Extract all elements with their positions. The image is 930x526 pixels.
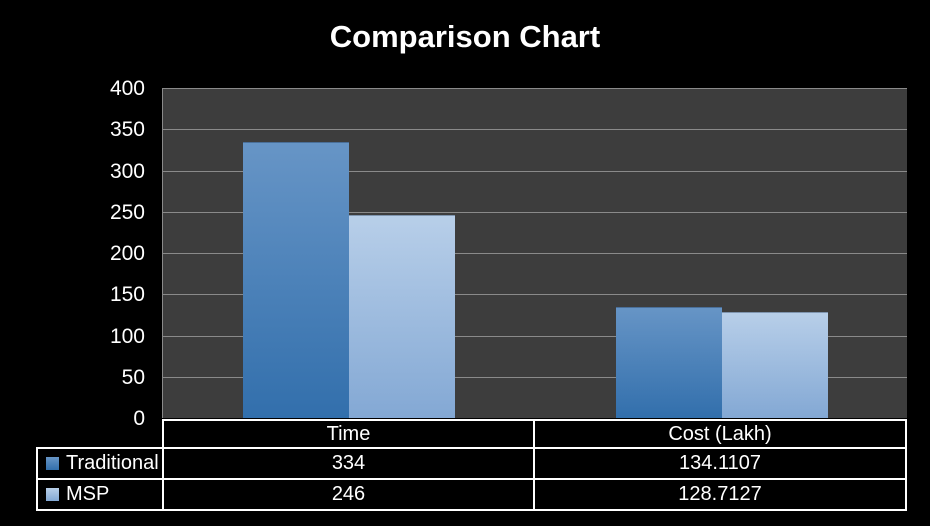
table-row-traditional: Traditional 334 134.1107 — [36, 447, 907, 480]
data-table: Time Cost (Lakh) Traditional 334 134.110… — [36, 419, 907, 511]
table-corner-cell — [37, 420, 163, 448]
gridline-350 — [163, 129, 907, 130]
y-tick-label-300: 300 — [109, 160, 145, 183]
y-tick-label-0: 0 — [133, 407, 145, 430]
bar-msp-time — [349, 215, 455, 418]
gridline-150 — [163, 294, 907, 295]
legend-label-msp: MSP — [66, 483, 110, 505]
table-header-cost: Cost (Lakh) — [533, 419, 907, 449]
y-tick-label-350: 350 — [109, 118, 145, 141]
legend-cell-traditional: Traditional — [36, 447, 164, 480]
chart-title: Comparison Chart — [329, 19, 601, 54]
bar-traditional-time — [243, 142, 349, 418]
plot-area — [162, 88, 907, 418]
table-row-msp: MSP 246 128.7127 — [36, 478, 907, 511]
gridline-50 — [163, 377, 907, 378]
y-tick-label-400: 400 — [109, 77, 145, 100]
gridline-300 — [163, 171, 907, 172]
y-tick-label-100: 100 — [109, 325, 145, 348]
bar-msp-cost-lakh — [722, 312, 828, 418]
gridline-100 — [163, 336, 907, 337]
y-tick-label-200: 200 — [109, 242, 145, 265]
bar-traditional-cost-lakh — [616, 307, 722, 418]
cell-msp-time: 246 — [162, 478, 535, 511]
cell-traditional-time: 334 — [162, 447, 535, 480]
legend-label-traditional: Traditional — [66, 452, 159, 474]
gridline-250 — [163, 212, 907, 213]
gridline-400 — [163, 88, 907, 89]
legend-swatch-msp-icon — [46, 488, 59, 501]
legend-cell-msp: MSP — [36, 478, 164, 511]
gridline-200 — [163, 253, 907, 254]
cell-traditional-cost: 134.1107 — [533, 447, 907, 480]
table-header-time: Time — [162, 419, 535, 449]
y-tick-label-250: 250 — [109, 201, 145, 224]
y-tick-label-150: 150 — [109, 283, 145, 306]
cell-msp-cost: 128.7127 — [533, 478, 907, 511]
legend-swatch-traditional-icon — [46, 457, 59, 470]
table-header-row: Time Cost (Lakh) — [37, 419, 907, 449]
y-tick-label-50: 50 — [121, 366, 145, 389]
